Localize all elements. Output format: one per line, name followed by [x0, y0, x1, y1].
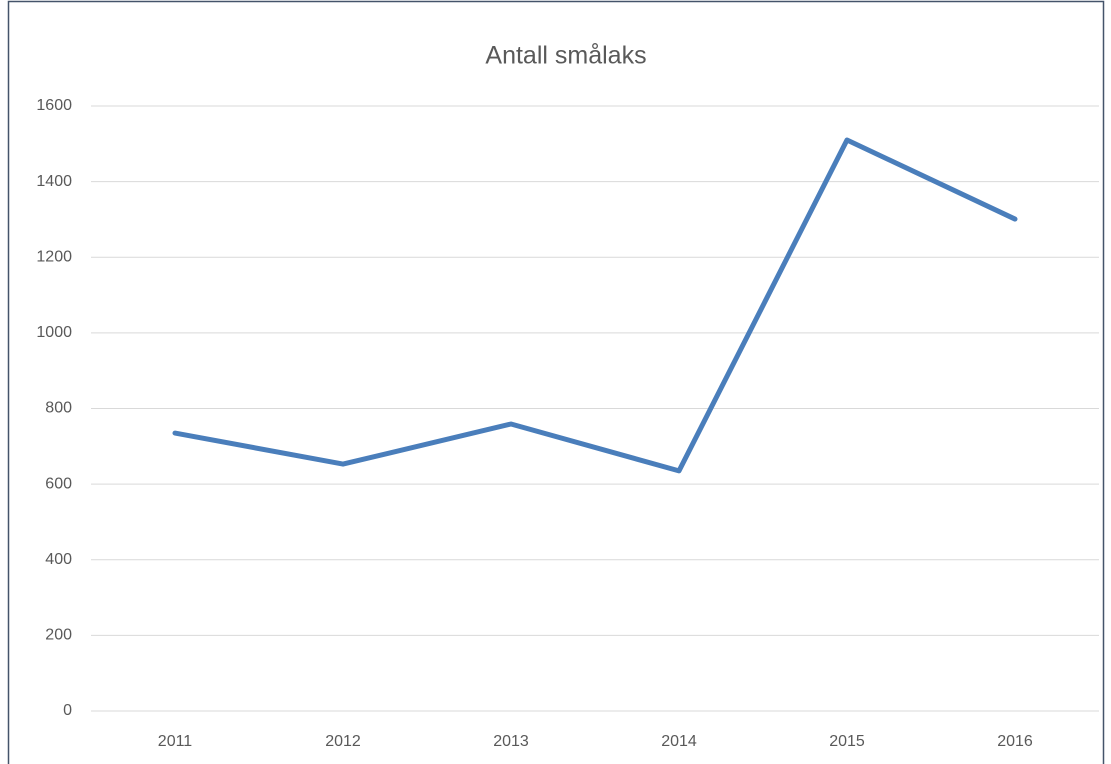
y-tick-label: 400: [45, 551, 72, 568]
x-tick-label: 2015: [829, 733, 865, 750]
x-tick-label: 2013: [493, 733, 529, 750]
y-tick-label: 200: [45, 627, 72, 644]
chart-title: Antall smålaks: [485, 42, 646, 70]
x-tick-label: 2016: [997, 733, 1033, 750]
y-tick-label: 1400: [36, 173, 72, 190]
y-tick-label: 1600: [36, 97, 72, 114]
x-tick-label: 2012: [325, 733, 361, 750]
chart-frame: [7, 0, 1105, 764]
y-tick-label: 600: [45, 475, 72, 492]
x-tick-label: 2011: [158, 733, 193, 750]
data-line: [172, 137, 1018, 474]
x-tick-label: 2014: [661, 733, 697, 750]
y-tick-label: 0: [63, 702, 72, 719]
y-tick-label: 1000: [36, 324, 72, 341]
y-tick-label: 1200: [36, 248, 72, 265]
y-tick-label: 800: [45, 400, 72, 417]
